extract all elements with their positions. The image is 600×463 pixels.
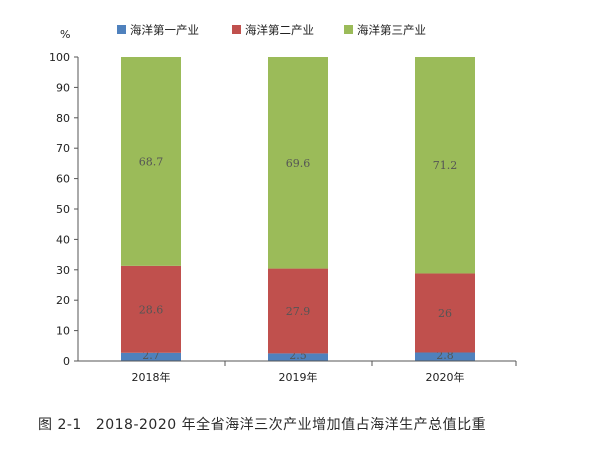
y-tick-label: 70 xyxy=(56,142,70,155)
bar-segment-2 xyxy=(121,265,181,353)
bar-segment-3 xyxy=(415,57,475,274)
legend-label: 海洋第一产业 xyxy=(130,23,199,37)
figure-caption: 图 2-1 2018-2020 年全省海洋三次产业增加值占海洋生产总值比重 xyxy=(38,414,486,434)
legend-swatch xyxy=(117,25,126,34)
stacked-bar-chart: % 海洋第一产业 海洋第二产业 海洋第三产业 0 10 20 30 40 50 60 70 80 90… xyxy=(49,23,517,384)
y-tick-label: 30 xyxy=(56,264,70,277)
x-tick-label: 2018年 xyxy=(132,370,171,384)
y-tick-label: 100 xyxy=(49,51,70,64)
caption-title: 2018-2020 年全省海洋三次产业增加值占海洋生产总值比重 xyxy=(95,417,487,433)
bar-segment-1 xyxy=(415,352,475,361)
y-tick-label: 0 xyxy=(63,355,70,368)
data-label: 28.6 xyxy=(139,303,164,316)
legend-swatch xyxy=(232,25,241,34)
bar-segment-1 xyxy=(121,352,181,361)
x-tick-label: 2019年 xyxy=(279,370,318,384)
legend-label: 海洋第三产业 xyxy=(357,23,426,37)
y-axis: 0 10 20 30 40 50 60 70 80 90 100 xyxy=(49,51,79,368)
data-label: 26 xyxy=(438,307,452,320)
legend-label: 海洋第二产业 xyxy=(245,23,314,37)
y-tick-label: 10 xyxy=(56,325,70,338)
bar-segment-2 xyxy=(415,273,475,353)
data-label: 71.2 xyxy=(433,159,458,172)
y-tick-label: 90 xyxy=(56,81,70,94)
bar-segment-3 xyxy=(268,57,328,269)
y-axis-unit-label: % xyxy=(60,28,70,41)
bar-segment-2 xyxy=(268,268,328,354)
x-tick-label: 2020年 xyxy=(426,370,465,384)
y-tick-label: 60 xyxy=(56,173,70,186)
legend: 海洋第一产业 海洋第二产业 海洋第三产业 xyxy=(117,23,426,37)
caption-number: 图 2-1 xyxy=(38,417,82,433)
data-label: 69.6 xyxy=(286,157,311,170)
data-label: 68.7 xyxy=(139,155,164,168)
bar-segment-3 xyxy=(121,57,181,266)
data-label: 27.9 xyxy=(286,305,311,318)
y-tick-label: 20 xyxy=(56,294,70,307)
bar-segment-1 xyxy=(268,353,328,361)
x-axis: 2018年 2019年 2020年 xyxy=(78,360,517,384)
legend-swatch xyxy=(344,25,353,34)
y-tick-label: 40 xyxy=(56,233,70,246)
y-tick-label: 50 xyxy=(56,203,70,216)
y-tick-label: 80 xyxy=(56,112,70,125)
